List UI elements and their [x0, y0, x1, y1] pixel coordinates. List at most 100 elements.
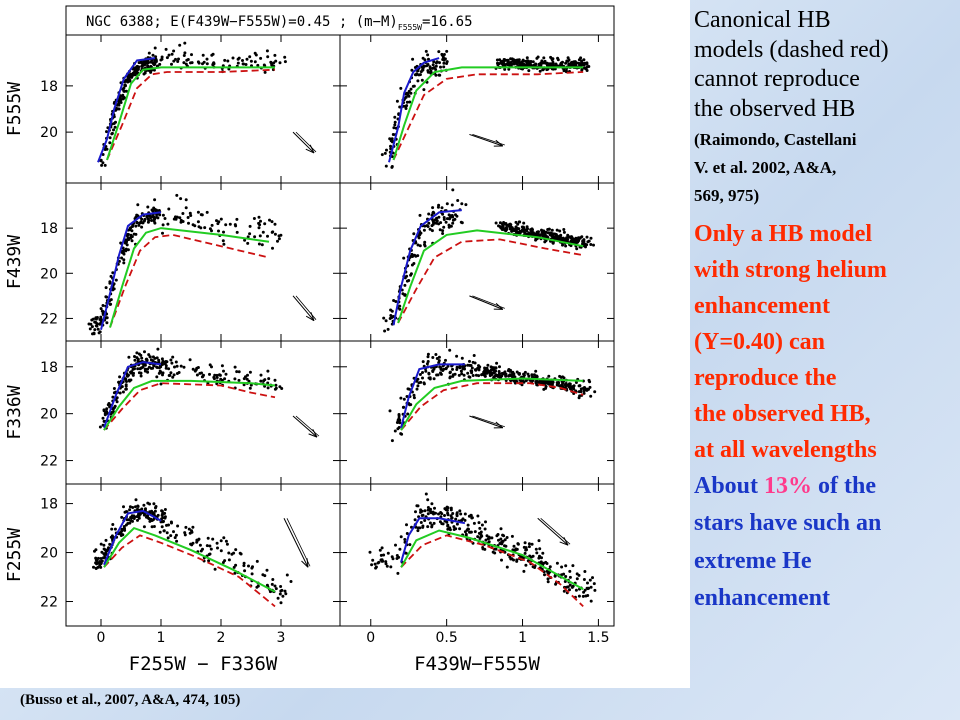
star-point [170, 521, 173, 525]
star-point [399, 396, 403, 400]
star-point [167, 207, 171, 211]
star-point [532, 63, 536, 67]
star-point [559, 236, 563, 240]
star-point [483, 366, 487, 370]
star-point [455, 512, 459, 516]
star-point [577, 573, 581, 577]
star-point [402, 256, 406, 260]
star-point [172, 217, 176, 221]
star-point [248, 386, 252, 390]
star-point [546, 231, 550, 235]
star-point [276, 239, 279, 243]
star-point [202, 373, 205, 377]
star-point [96, 556, 100, 560]
star-point [259, 373, 263, 377]
star-point [105, 548, 109, 552]
star-point [131, 373, 135, 377]
star-point [498, 221, 502, 225]
star-point [124, 377, 128, 381]
star-point [109, 535, 113, 539]
star-point [248, 370, 252, 374]
star-point [196, 220, 200, 224]
canonical-hb-model-line [397, 238, 584, 324]
star-point [534, 547, 538, 551]
star-point [575, 247, 579, 251]
star-point [504, 226, 508, 230]
helium-hb-model-line [400, 377, 584, 431]
star-point [456, 199, 460, 202]
star-point [500, 371, 504, 375]
reddening-arrow [472, 415, 505, 428]
star-point [494, 373, 498, 377]
star-point [572, 60, 576, 64]
star-point [418, 233, 422, 237]
star-point [249, 383, 253, 387]
fraction-note: About 13% of the stars have such an extr… [694, 468, 960, 617]
star-point [118, 391, 122, 395]
star-point [587, 387, 590, 391]
x-tick-label: 1 [518, 630, 527, 646]
star-point [522, 221, 526, 225]
star-point [136, 518, 139, 522]
star-point [158, 530, 162, 534]
star-point [131, 367, 135, 371]
star-point [455, 368, 459, 371]
star-point [421, 360, 425, 364]
star-point [451, 188, 455, 192]
star-point [272, 61, 276, 65]
star-point [273, 378, 277, 382]
star-point [399, 86, 403, 90]
star-point [432, 60, 436, 64]
star-point [285, 573, 289, 577]
canonical-hb-model-line [400, 534, 584, 608]
star-point [172, 373, 176, 377]
star-point [397, 555, 401, 559]
star-point [115, 396, 119, 400]
star-point [231, 56, 235, 60]
star-points [99, 41, 287, 167]
star-point [263, 222, 267, 226]
star-point [517, 372, 521, 376]
star-point [148, 510, 152, 514]
star-point [213, 373, 217, 377]
star-point [196, 210, 200, 214]
star-point [453, 217, 457, 221]
reddening-arrow-head [305, 315, 315, 322]
star-point [568, 575, 572, 579]
star-point [423, 244, 427, 248]
star-point [120, 385, 124, 389]
star-point [266, 55, 270, 59]
star-point [460, 518, 464, 522]
star-point [379, 558, 383, 562]
star-point [403, 538, 407, 541]
star-point [101, 416, 105, 420]
helium-hb-model-line [103, 379, 276, 431]
star-point [540, 556, 543, 560]
star-point [281, 594, 285, 598]
star-point [419, 380, 423, 384]
star-point [555, 561, 559, 565]
star-point [531, 60, 535, 64]
star-point [152, 525, 156, 528]
y-tick-label: 20 [40, 407, 58, 423]
star-point [183, 531, 187, 535]
star-point [534, 381, 538, 385]
reddening-arrow-head [312, 428, 318, 438]
star-point [468, 375, 472, 379]
star-point [399, 432, 403, 436]
star-point [220, 364, 224, 368]
star-point [130, 239, 134, 243]
star-point [514, 220, 518, 224]
star-point [127, 378, 131, 382]
star-point [122, 258, 126, 262]
star-point [389, 139, 393, 143]
star-point [424, 492, 428, 496]
star-point [152, 68, 156, 72]
star-point [412, 396, 416, 400]
blue-model-line [97, 57, 156, 163]
star-point [515, 559, 519, 563]
star-point [398, 105, 402, 109]
star-point [101, 161, 105, 165]
star-point [289, 580, 293, 583]
star-point [397, 414, 401, 418]
